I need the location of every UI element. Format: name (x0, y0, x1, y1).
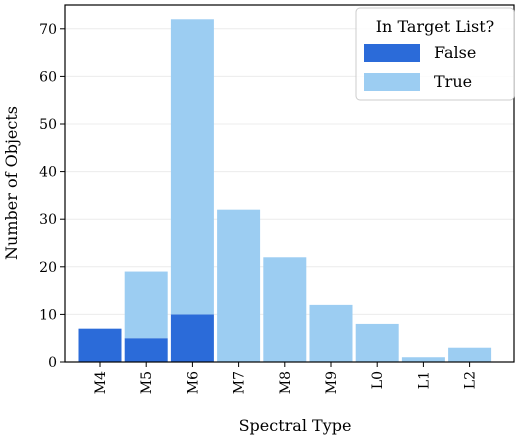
y-axis-title: Number of Objects (2, 106, 21, 260)
bar-true-l1 (401, 357, 445, 362)
bar-true-m9 (309, 304, 353, 362)
x-tick-label: M7 (232, 371, 248, 394)
axes: 0 10 20 30 40 50 60 70 M4 M5 M6 M7 M8 M9 L0 L1 L2 (39, 4, 515, 394)
plot-frame (64, 4, 515, 363)
x-tick-label: M5 (139, 371, 155, 394)
bar-true-l2 (448, 347, 492, 362)
bar-true-m8 (263, 257, 307, 362)
y-tick-label: 70 (39, 22, 57, 38)
bar-true-m5 (124, 271, 168, 339)
x-tick-label: M8 (278, 371, 294, 394)
y-tick-label: 30 (39, 212, 57, 228)
x-tick-label: M6 (185, 371, 201, 394)
x-axis-title: Spectral Type (239, 416, 352, 435)
y-tick-label: 20 (39, 260, 57, 276)
x-tick-label: L2 (463, 371, 479, 389)
y-tick-label: 50 (39, 117, 57, 133)
legend-swatch-true (364, 73, 420, 91)
bars (78, 19, 492, 362)
x-tick-label: M9 (324, 371, 340, 394)
bar-true-m7 (217, 209, 261, 362)
y-tick-label: 0 (48, 355, 57, 371)
bar-false-m5 (124, 338, 168, 362)
legend-label-true: True (434, 72, 472, 91)
legend-label-false: False (434, 43, 476, 62)
bar-false-m4 (78, 328, 122, 362)
legend: In Target List? False True (355, 7, 515, 101)
y-tick-label: 40 (39, 165, 57, 181)
x-tick-label: M4 (93, 371, 109, 394)
x-tick-label: L1 (416, 371, 432, 389)
bar-false-m6 (170, 314, 214, 362)
y-tick-label: 10 (39, 307, 57, 323)
legend-swatch-false (364, 44, 420, 62)
bar-true-l0 (355, 323, 399, 362)
x-tick-label: L0 (370, 371, 386, 389)
bar-true-m6 (170, 19, 214, 315)
legend-title: In Target List? (376, 17, 495, 36)
y-tick-label: 60 (39, 69, 57, 85)
